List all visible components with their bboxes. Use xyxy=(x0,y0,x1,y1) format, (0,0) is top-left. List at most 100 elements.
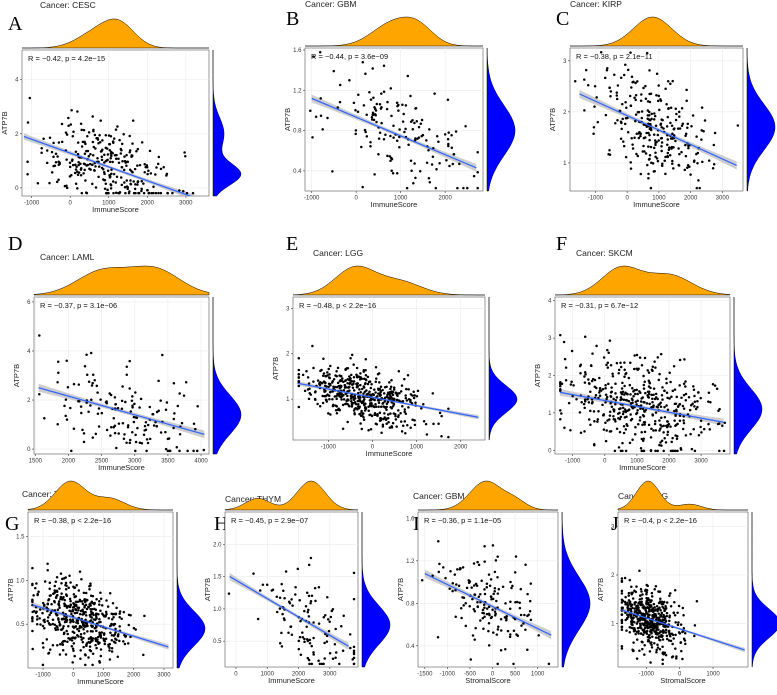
data-point xyxy=(643,356,647,360)
data-point xyxy=(495,633,499,636)
data-point xyxy=(579,371,582,375)
data-point xyxy=(653,612,656,616)
data-point xyxy=(356,110,360,114)
data-point xyxy=(487,605,491,609)
data-point xyxy=(612,415,615,418)
data-point xyxy=(649,661,652,664)
data-point xyxy=(607,382,610,386)
data-point xyxy=(488,584,492,588)
data-point xyxy=(348,405,351,408)
data-point xyxy=(406,423,409,427)
data-point xyxy=(418,169,422,173)
data-point xyxy=(637,619,640,622)
data-point xyxy=(63,598,67,602)
data-point xyxy=(336,392,339,396)
data-point xyxy=(342,398,346,401)
x-axis-label: ImmuneScore xyxy=(633,200,680,209)
data-point xyxy=(313,397,317,401)
data-point xyxy=(493,570,497,574)
data-point xyxy=(330,381,334,384)
data-point xyxy=(700,129,703,132)
data-point xyxy=(99,597,103,601)
data-point xyxy=(299,653,303,657)
data-point xyxy=(31,598,34,602)
data-point xyxy=(317,659,320,663)
data-point xyxy=(594,394,598,397)
data-point xyxy=(65,615,68,619)
data-point xyxy=(579,431,583,435)
data-point xyxy=(108,592,112,595)
data-point xyxy=(649,605,652,609)
data-point xyxy=(471,597,474,601)
data-point xyxy=(119,147,123,151)
data-point xyxy=(385,385,388,389)
data-point xyxy=(692,427,695,431)
data-point xyxy=(370,394,373,397)
data-point xyxy=(78,598,82,602)
data-point xyxy=(51,643,55,647)
data-point xyxy=(381,388,384,392)
data-point xyxy=(609,90,613,93)
data-point xyxy=(620,579,624,583)
data-point xyxy=(341,377,344,380)
panel-title: Cancer: GBM xyxy=(413,491,465,501)
data-point xyxy=(35,618,39,621)
data-point xyxy=(675,657,678,660)
data-point xyxy=(383,412,386,415)
data-point xyxy=(139,397,143,401)
data-point xyxy=(494,612,497,615)
data-point xyxy=(707,159,711,162)
data-point xyxy=(621,390,625,394)
data-point xyxy=(686,122,690,126)
data-point xyxy=(409,94,412,98)
data-point xyxy=(615,94,619,97)
data-point xyxy=(110,168,113,171)
data-point xyxy=(514,555,518,558)
data-point xyxy=(690,447,694,451)
data-point xyxy=(632,390,635,393)
data-point xyxy=(322,372,326,375)
data-point xyxy=(390,169,393,172)
data-point xyxy=(75,604,78,608)
data-point xyxy=(99,633,102,637)
data-point xyxy=(91,182,94,186)
data-point xyxy=(118,191,121,195)
data-point xyxy=(624,611,627,615)
data-point xyxy=(88,603,91,606)
data-point xyxy=(572,384,575,387)
data-point xyxy=(651,625,655,628)
data-point xyxy=(72,602,76,606)
data-point xyxy=(389,395,393,399)
data-point xyxy=(378,381,381,384)
data-point xyxy=(183,151,186,154)
data-point xyxy=(626,607,630,610)
data-point xyxy=(140,187,143,191)
data-point xyxy=(32,594,35,597)
data-point xyxy=(152,424,156,427)
data-point xyxy=(656,405,660,409)
data-point xyxy=(112,137,116,140)
data-point xyxy=(326,618,330,621)
data-point xyxy=(140,442,144,445)
data-point xyxy=(642,421,646,424)
x-tick-label: 2000 xyxy=(141,201,155,207)
data-point xyxy=(559,384,562,388)
x-tick-label: -1000 xyxy=(588,196,604,202)
data-point xyxy=(314,599,317,603)
plot-area xyxy=(569,47,744,192)
data-point xyxy=(636,626,640,630)
data-point xyxy=(61,611,65,615)
data-point xyxy=(96,391,99,394)
data-point xyxy=(109,187,113,190)
data-point xyxy=(639,172,643,176)
data-point xyxy=(659,597,662,601)
data-point xyxy=(642,630,646,634)
data-point xyxy=(672,146,675,149)
data-point xyxy=(648,133,651,137)
panel-letter: G xyxy=(5,513,19,535)
data-point xyxy=(681,606,685,610)
data-point xyxy=(684,380,687,383)
data-point xyxy=(388,155,392,158)
data-point xyxy=(675,437,679,440)
data-point xyxy=(278,596,282,599)
